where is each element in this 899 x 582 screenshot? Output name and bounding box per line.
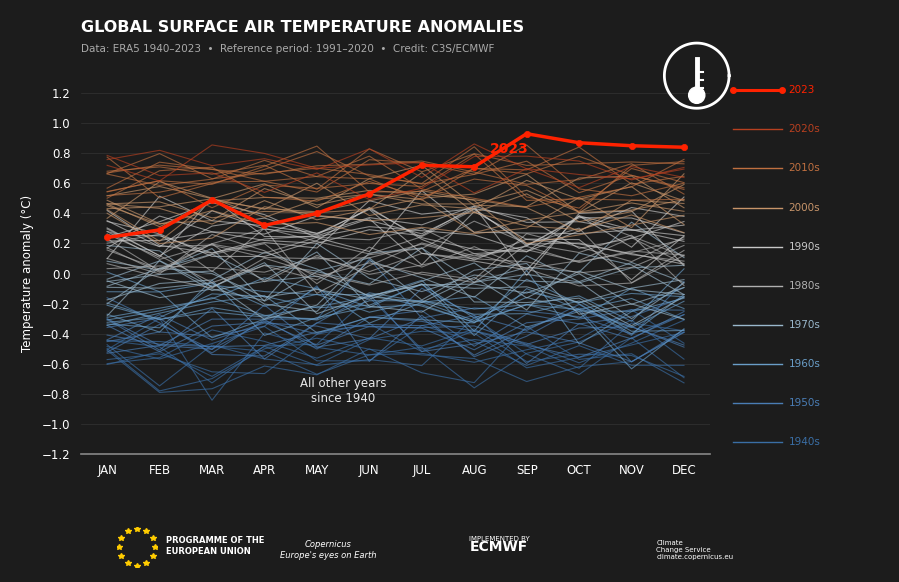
Text: Copernicus
Europe's eyes on Earth: Copernicus Europe's eyes on Earth [280, 540, 377, 560]
Text: 2000s: 2000s [788, 203, 820, 212]
Text: ECMWF: ECMWF [470, 540, 528, 554]
Text: Climate
Change Service
climate.copernicus.eu: Climate Change Service climate.copernicu… [656, 540, 734, 560]
Text: Data: ERA5 1940–2023  •  Reference period: 1991–2020  •  Credit: C3S/ECMWF: Data: ERA5 1940–2023 • Reference period:… [81, 44, 494, 54]
Circle shape [689, 87, 705, 104]
Text: 2023: 2023 [788, 85, 814, 95]
Text: 1990s: 1990s [788, 242, 820, 251]
Text: All other years
since 1940: All other years since 1940 [300, 377, 387, 405]
Text: GLOBAL SURFACE AIR TEMPERATURE ANOMALIES: GLOBAL SURFACE AIR TEMPERATURE ANOMALIES [81, 20, 524, 36]
Text: IMPLEMENTED BY: IMPLEMENTED BY [468, 537, 530, 542]
Text: 1940s: 1940s [788, 437, 820, 448]
Text: 1960s: 1960s [788, 359, 820, 369]
Text: 1950s: 1950s [788, 398, 820, 408]
Text: 2023: 2023 [490, 142, 529, 156]
Text: 1980s: 1980s [788, 281, 820, 291]
Text: 1970s: 1970s [788, 320, 820, 330]
Text: 2020s: 2020s [788, 125, 820, 134]
Text: PROGRAMME OF THE
EUROPEAN UNION: PROGRAMME OF THE EUROPEAN UNION [166, 536, 264, 556]
Text: 2010s: 2010s [788, 164, 820, 173]
Y-axis label: Temperature anomaly (°C): Temperature anomaly (°C) [21, 195, 33, 352]
